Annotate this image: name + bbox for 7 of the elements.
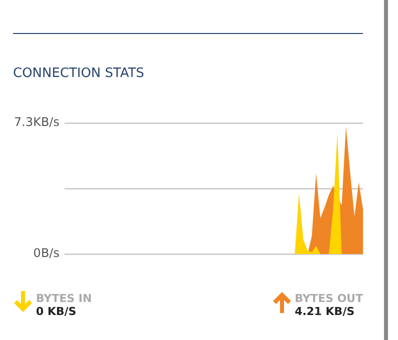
text: 4.21 KB/S bbox=[294, 305, 356, 319]
chart-title: CONNECTION STATS bbox=[13, 66, 144, 81]
y-tick-label: 7.3KB/s bbox=[14, 115, 60, 130]
legend-label: BYTES IN bbox=[36, 292, 92, 305]
y-tick-label: 0B/s bbox=[33, 246, 60, 260]
text: 0 KB/S bbox=[36, 305, 78, 319]
legend-label: BYTES OUT bbox=[294, 292, 363, 305]
